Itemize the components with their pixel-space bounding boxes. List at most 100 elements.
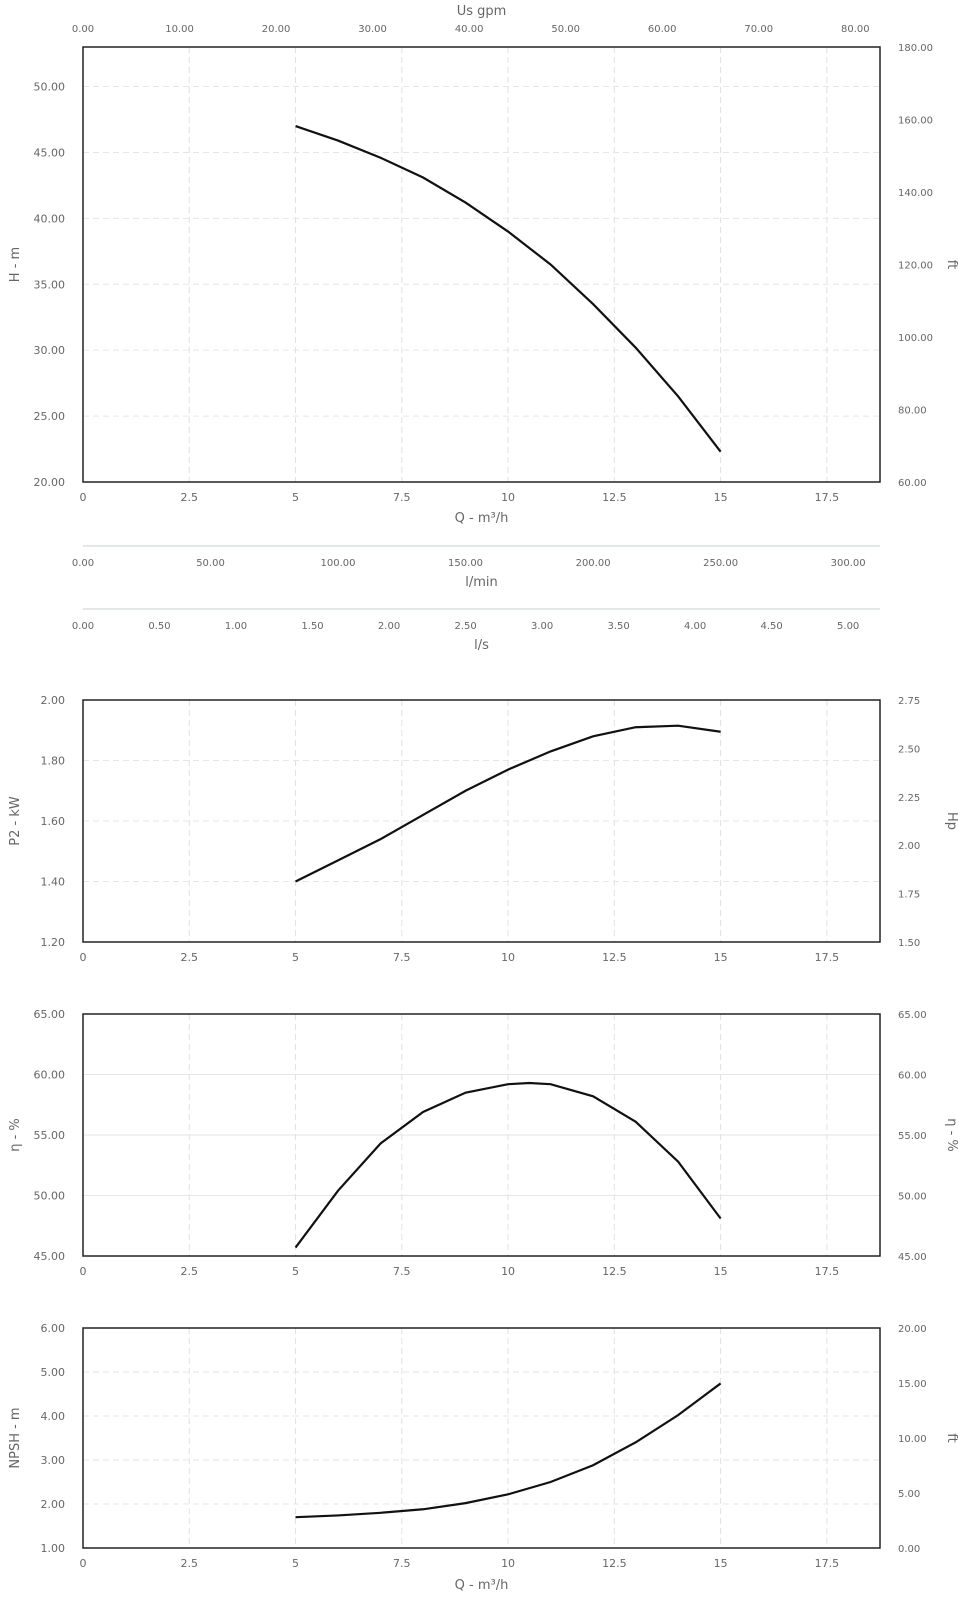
lmin-scale-tick-label: 0.00 bbox=[72, 558, 94, 569]
head-x-axis-label: Q - m³/h bbox=[455, 511, 509, 526]
npsh-x-tick-label: 7.5 bbox=[393, 1557, 411, 1570]
npsh-y-tick-label: 4.00 bbox=[41, 1410, 66, 1423]
head-y-tick-label: 35.00 bbox=[34, 278, 66, 291]
ls-scale-tick-label: 0.50 bbox=[148, 621, 170, 632]
efficiency-x-tick-label: 0 bbox=[80, 1265, 87, 1278]
npsh-y-tick-label: 3.00 bbox=[41, 1454, 66, 1467]
npsh-y-tick-label: 1.00 bbox=[41, 1542, 66, 1555]
power-x-tick-label: 5 bbox=[292, 951, 299, 964]
power-y-tick-label: 1.20 bbox=[41, 936, 66, 949]
npsh-x-tick-label: 15 bbox=[714, 1557, 728, 1570]
npsh-y2-axis-label: ft bbox=[944, 1433, 958, 1442]
head-x-tick-label: 12.5 bbox=[602, 491, 627, 504]
head-x2-tick-label: 50.00 bbox=[551, 24, 580, 35]
lmin-scale-tick-label: 50.00 bbox=[196, 558, 225, 569]
efficiency-y-tick-label: 55.00 bbox=[34, 1129, 66, 1142]
head-y2-tick-label: 140.00 bbox=[898, 188, 933, 199]
ls-scale-tick-label: 1.50 bbox=[301, 621, 323, 632]
efficiency-y2-axis-label: η - % bbox=[944, 1118, 958, 1152]
power-x-tick-label: 10 bbox=[501, 951, 515, 964]
npsh-x-tick-label: 10 bbox=[501, 1557, 515, 1570]
head-x-tick-label: 0 bbox=[80, 491, 87, 504]
npsh-x-tick-label: 0 bbox=[80, 1557, 87, 1570]
ls-scale-tick-label: 2.00 bbox=[378, 621, 400, 632]
head-curve bbox=[295, 125, 722, 453]
efficiency-x-tick-label: 2.5 bbox=[181, 1265, 199, 1278]
efficiency-y2-tick-label: 65.00 bbox=[898, 1010, 927, 1021]
npsh-curve bbox=[295, 1382, 722, 1519]
power-y2-axis-label: Hp bbox=[944, 812, 958, 830]
ls-scale-tick-label: 5.00 bbox=[837, 621, 859, 632]
npsh-y2-tick-label: 20.00 bbox=[898, 1324, 927, 1335]
efficiency-y2-tick-label: 50.00 bbox=[898, 1192, 927, 1203]
head-y2-tick-label: 160.00 bbox=[898, 116, 933, 127]
head-x-tick-label: 2.5 bbox=[181, 491, 199, 504]
ls-scale-tick-label: 3.00 bbox=[531, 621, 553, 632]
efficiency-y-tick-label: 65.00 bbox=[34, 1008, 66, 1021]
npsh-x-tick-label: 2.5 bbox=[181, 1557, 199, 1570]
head-x2-tick-label: 60.00 bbox=[648, 24, 677, 35]
head-x2-axis-label: Us gpm bbox=[457, 4, 507, 19]
lmin-scale-tick-label: 250.00 bbox=[703, 558, 738, 569]
npsh-y-axis-label: NPSH - m bbox=[8, 1407, 23, 1468]
efficiency-y2-tick-label: 45.00 bbox=[898, 1252, 927, 1263]
power-y2-tick-label: 2.50 bbox=[898, 744, 920, 755]
head-x-tick-label: 15 bbox=[714, 491, 728, 504]
power-y2-tick-label: 1.50 bbox=[898, 938, 920, 949]
efficiency-x-tick-label: 17.5 bbox=[815, 1265, 840, 1278]
head-y-axis-label: H - m bbox=[8, 247, 23, 282]
head-plot-frame bbox=[82, 46, 881, 483]
power-y2-tick-label: 2.25 bbox=[898, 793, 920, 804]
efficiency-x-tick-label: 7.5 bbox=[393, 1265, 411, 1278]
ls-scale-label: l/s bbox=[474, 638, 489, 653]
npsh-y-tick-label: 6.00 bbox=[41, 1322, 66, 1335]
head-y2-tick-label: 60.00 bbox=[898, 478, 927, 489]
head-x2-tick-label: 40.00 bbox=[455, 24, 484, 35]
npsh-x-axis-label: Q - m³/h bbox=[455, 1578, 509, 1593]
power-x-tick-label: 0 bbox=[80, 951, 87, 964]
head-x2-tick-label: 20.00 bbox=[262, 24, 291, 35]
power-y-tick-label: 1.40 bbox=[41, 876, 66, 889]
efficiency-x-tick-label: 5 bbox=[292, 1265, 299, 1278]
efficiency-y-tick-label: 60.00 bbox=[34, 1069, 66, 1082]
power-x-tick-label: 15 bbox=[714, 951, 728, 964]
npsh-y2-tick-label: 10.00 bbox=[898, 1434, 927, 1445]
power-x-tick-label: 2.5 bbox=[181, 951, 199, 964]
head-y-tick-label: 50.00 bbox=[34, 81, 66, 94]
head-y2-axis-label: ft bbox=[944, 260, 958, 269]
ls-scale-tick-label: 3.50 bbox=[607, 621, 629, 632]
ls-scale-tick-label: 0.00 bbox=[72, 621, 94, 632]
power-y-axis-label: P2 - kW bbox=[8, 796, 23, 846]
efficiency-y2-tick-label: 60.00 bbox=[898, 1071, 927, 1082]
head-x-tick-label: 17.5 bbox=[815, 491, 840, 504]
head-y2-tick-label: 180.00 bbox=[898, 43, 933, 54]
npsh-y2-tick-label: 15.00 bbox=[898, 1379, 927, 1390]
head-y-tick-label: 25.00 bbox=[34, 410, 66, 423]
ls-scale-tick-label: 4.50 bbox=[761, 621, 783, 632]
head-y-tick-label: 20.00 bbox=[34, 476, 66, 489]
power-y2-tick-label: 2.00 bbox=[898, 841, 920, 852]
head-x2-tick-label: 30.00 bbox=[358, 24, 387, 35]
ls-scale-tick-label: 2.50 bbox=[454, 621, 476, 632]
head-y-tick-label: 30.00 bbox=[34, 344, 66, 357]
npsh-y-tick-label: 2.00 bbox=[41, 1498, 66, 1511]
npsh-x-tick-label: 17.5 bbox=[815, 1557, 840, 1570]
lmin-scale-tick-label: 150.00 bbox=[448, 558, 483, 569]
power-y2-tick-label: 2.75 bbox=[898, 696, 920, 707]
ls-scale-tick-label: 4.00 bbox=[684, 621, 706, 632]
ls-scale-tick-label: 1.00 bbox=[225, 621, 247, 632]
npsh-x-tick-label: 12.5 bbox=[602, 1557, 627, 1570]
head-x2-tick-label: 70.00 bbox=[744, 24, 773, 35]
npsh-y2-tick-label: 0.00 bbox=[898, 1544, 920, 1555]
lmin-scale-tick-label: 200.00 bbox=[576, 558, 611, 569]
head-y2-tick-label: 100.00 bbox=[898, 333, 933, 344]
npsh-y2-tick-label: 5.00 bbox=[898, 1489, 920, 1500]
efficiency-x-tick-label: 12.5 bbox=[602, 1265, 627, 1278]
power-y-tick-label: 1.60 bbox=[41, 815, 66, 828]
head-y2-tick-label: 120.00 bbox=[898, 261, 933, 272]
head-x-tick-label: 10 bbox=[501, 491, 515, 504]
head-x2-tick-label: 80.00 bbox=[841, 24, 870, 35]
efficiency-y-tick-label: 50.00 bbox=[34, 1190, 66, 1203]
